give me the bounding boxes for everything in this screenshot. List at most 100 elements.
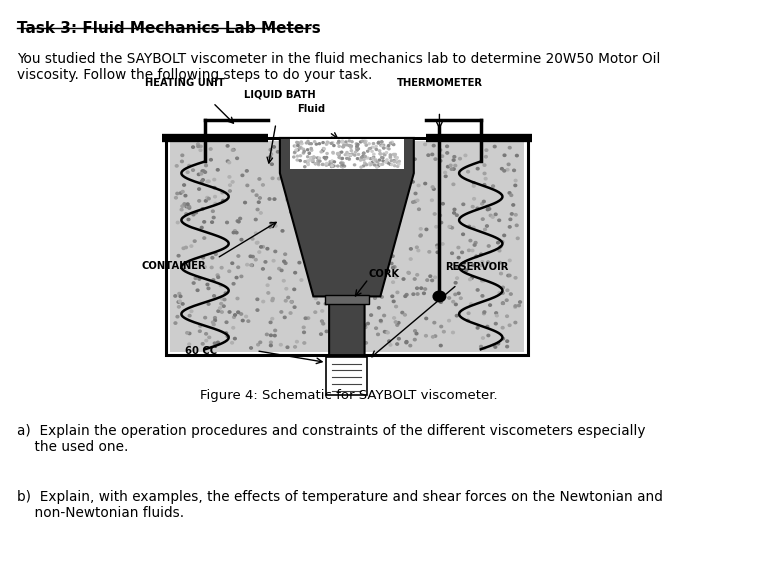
Circle shape [302, 209, 304, 211]
Circle shape [375, 265, 378, 268]
Circle shape [463, 262, 466, 264]
Circle shape [278, 177, 281, 180]
Circle shape [213, 295, 216, 297]
Circle shape [214, 253, 217, 255]
Circle shape [233, 230, 236, 232]
Circle shape [355, 218, 358, 220]
Circle shape [508, 324, 511, 326]
Circle shape [334, 207, 337, 209]
Circle shape [256, 298, 259, 301]
Circle shape [343, 194, 346, 196]
Circle shape [347, 154, 350, 156]
Circle shape [185, 263, 187, 265]
Circle shape [210, 266, 213, 269]
Circle shape [481, 218, 484, 220]
Circle shape [356, 147, 359, 149]
Circle shape [302, 239, 304, 241]
Circle shape [379, 159, 381, 161]
Circle shape [295, 149, 298, 151]
Circle shape [473, 198, 476, 200]
Circle shape [296, 220, 299, 222]
Circle shape [390, 160, 392, 161]
Circle shape [380, 144, 382, 146]
Circle shape [323, 148, 325, 150]
Circle shape [237, 266, 239, 268]
Circle shape [354, 247, 356, 249]
Circle shape [388, 237, 391, 239]
Circle shape [387, 228, 390, 231]
Text: HEATING UNIT: HEATING UNIT [145, 78, 225, 88]
Circle shape [476, 207, 479, 210]
Text: Task 3: Fluid Mechanics Lab Meters: Task 3: Fluid Mechanics Lab Meters [18, 21, 321, 36]
Circle shape [246, 264, 249, 266]
Circle shape [307, 266, 310, 269]
Circle shape [475, 255, 477, 258]
Circle shape [436, 244, 438, 247]
Circle shape [365, 281, 368, 284]
Circle shape [474, 241, 477, 244]
Circle shape [295, 169, 298, 171]
Circle shape [480, 253, 483, 255]
Circle shape [481, 295, 483, 297]
Circle shape [462, 203, 464, 205]
Circle shape [294, 151, 296, 153]
Circle shape [360, 259, 363, 261]
Circle shape [325, 330, 328, 333]
Circle shape [279, 343, 282, 346]
Circle shape [237, 255, 239, 257]
Circle shape [231, 262, 233, 264]
Circle shape [213, 319, 216, 322]
Circle shape [455, 315, 458, 317]
Circle shape [407, 271, 410, 274]
Circle shape [496, 315, 498, 317]
Text: 60 CC: 60 CC [184, 346, 216, 356]
Circle shape [201, 343, 204, 345]
Circle shape [498, 292, 501, 294]
Circle shape [213, 178, 216, 181]
Circle shape [365, 269, 368, 272]
Circle shape [378, 163, 380, 165]
Circle shape [382, 315, 386, 317]
Circle shape [356, 149, 358, 151]
Circle shape [378, 277, 381, 279]
Circle shape [474, 244, 476, 246]
Circle shape [486, 225, 488, 227]
Circle shape [384, 174, 387, 177]
Circle shape [194, 211, 197, 214]
Circle shape [514, 180, 517, 182]
Circle shape [246, 184, 249, 187]
Circle shape [471, 205, 474, 208]
Circle shape [395, 305, 398, 308]
Circle shape [225, 332, 227, 334]
Circle shape [392, 154, 395, 156]
Circle shape [346, 157, 348, 159]
Circle shape [417, 249, 420, 252]
Circle shape [188, 332, 191, 335]
Circle shape [516, 237, 519, 239]
Circle shape [322, 322, 324, 325]
Circle shape [330, 143, 333, 144]
Circle shape [345, 141, 347, 143]
Circle shape [416, 199, 418, 201]
Circle shape [301, 232, 304, 234]
Circle shape [439, 301, 442, 303]
Circle shape [353, 159, 355, 161]
Circle shape [202, 170, 205, 173]
Circle shape [296, 155, 298, 157]
Circle shape [177, 301, 180, 303]
Circle shape [424, 143, 426, 146]
Circle shape [439, 160, 442, 162]
Circle shape [232, 282, 235, 285]
Circle shape [317, 160, 319, 162]
Circle shape [280, 269, 283, 272]
Circle shape [326, 163, 328, 164]
Text: LIQUID BATH: LIQUID BATH [244, 90, 316, 100]
Circle shape [211, 210, 214, 212]
Circle shape [182, 247, 185, 249]
Circle shape [455, 266, 457, 269]
Circle shape [413, 339, 416, 341]
Circle shape [201, 208, 204, 210]
Circle shape [337, 165, 339, 167]
Circle shape [302, 326, 305, 329]
Circle shape [216, 341, 220, 343]
